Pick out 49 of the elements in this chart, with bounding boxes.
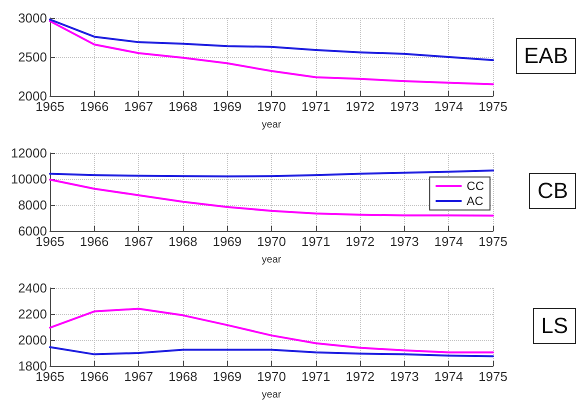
x-tick-label: 1972 [346, 369, 375, 384]
line-series [49, 308, 494, 354]
text: LS [533, 308, 576, 344]
y-tick-label: 8000 [18, 198, 47, 212]
x-axis-title: year [262, 390, 282, 400]
text: EAB [516, 38, 576, 74]
x-tick-label: 1969 [212, 234, 242, 249]
x-tick-label: 1966 [80, 369, 109, 384]
x-tick-label: 1972 [346, 234, 375, 249]
x-tick-label: 1966 [80, 234, 109, 249]
x-tick-label: 1966 [80, 99, 109, 114]
x-tick-label: 1971 [301, 99, 330, 114]
line-series [49, 178, 494, 217]
x-tick-label: 1967 [124, 99, 154, 114]
x-tick-label: 1971 [301, 369, 330, 384]
x-tick-label: 1967 [124, 234, 154, 249]
x-tick-label: 1968 [168, 369, 198, 384]
text: CB [529, 173, 576, 209]
y-tick-label: 2000 [18, 332, 47, 348]
x-tick-label: 1967 [124, 369, 154, 384]
y-tick-label: 2400 [18, 280, 47, 296]
x-tick-label: 1968 [168, 99, 198, 114]
x-tick-label: 1973 [390, 369, 419, 384]
y-tick-label: 2200 [18, 306, 47, 322]
x-tick-label: 1969 [212, 369, 242, 384]
x-tick-label: 1969 [212, 99, 242, 114]
y-tick-label: 10000 [10, 172, 47, 186]
x-tick-label: 1975 [478, 99, 508, 114]
line-series [49, 346, 494, 358]
x-tick-label: 1970 [257, 234, 286, 249]
x-tick-label: 1973 [390, 234, 419, 249]
x-tick-label: 1975 [478, 234, 508, 249]
x-tick-label: 1974 [434, 369, 464, 384]
legend-label: AC [466, 194, 484, 208]
x-axis-title: year [262, 120, 282, 130]
x-tick-label: 1975 [478, 369, 508, 384]
legend-label: CC [466, 179, 484, 193]
x-axis-title: year [262, 254, 282, 266]
y-tick-label: 3000 [18, 10, 47, 26]
x-tick-label: 1971 [301, 234, 330, 249]
y-tick-label: 2500 [18, 50, 47, 64]
x-tick-label: 1974 [434, 99, 464, 114]
x-tick-label: 1968 [168, 234, 198, 249]
x-tick-label: 1970 [257, 99, 286, 114]
x-tick-label: 1973 [390, 99, 419, 114]
x-tick-label: 1972 [346, 99, 375, 114]
x-tick-label: 1970 [257, 369, 286, 384]
y-tick-label: 12000 [10, 146, 47, 160]
x-tick-label: 1974 [434, 234, 464, 249]
